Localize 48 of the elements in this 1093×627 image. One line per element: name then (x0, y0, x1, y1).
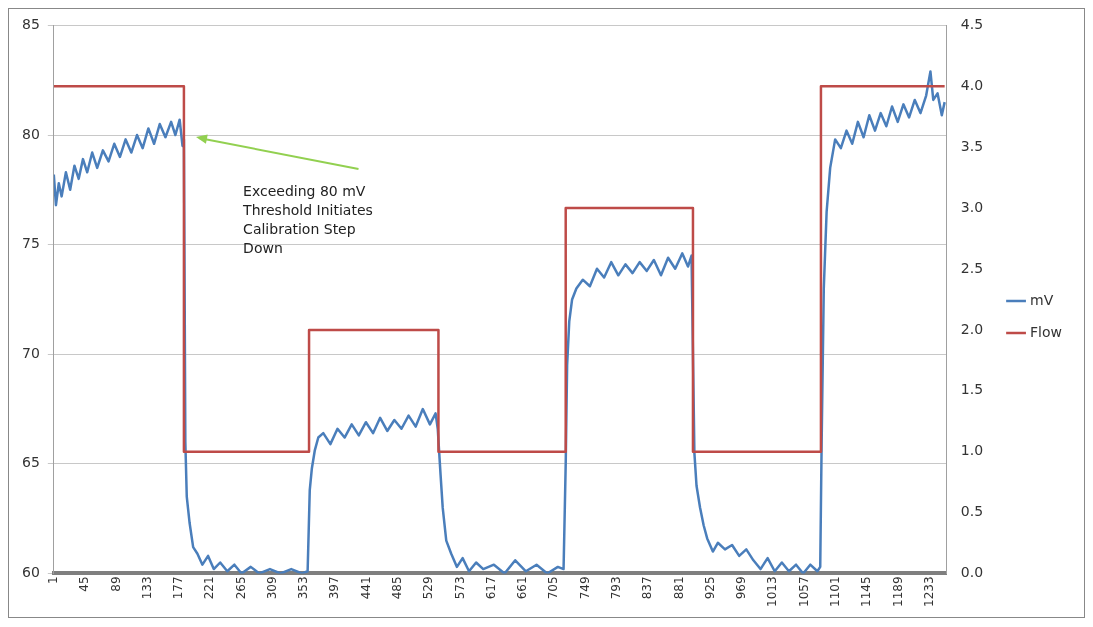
y2-tick-label: 4.0 (960, 76, 984, 93)
legend-label: mV (1030, 291, 1054, 308)
y2-tick-label: 1.5 (960, 381, 984, 398)
y-tick-label: 60 (21, 564, 40, 581)
y2-tick-label: 3.5 (960, 137, 984, 154)
y-tick-label: 65 (21, 454, 40, 471)
x-tick-label: 1057 (796, 576, 811, 608)
y-tick-label: 80 (21, 125, 40, 142)
x-tick-label: 925 (702, 576, 717, 600)
y-tick-label: 70 (21, 344, 40, 361)
x-tick-label: 1101 (827, 576, 842, 608)
x-tick-label: 353 (296, 576, 311, 600)
y2-tick-label: 0.0 (960, 564, 984, 581)
x-tick-label: 881 (671, 576, 686, 600)
x-tick-label: 221 (202, 576, 217, 600)
x-tick-label: 529 (421, 576, 436, 600)
y2-tick-label: 0.5 (960, 503, 984, 520)
y2-tick-label: 2.0 (960, 320, 984, 337)
x-tick-label: 133 (139, 576, 154, 600)
x-tick-label: 573 (452, 576, 467, 600)
x-tick-label: 1013 (765, 576, 780, 608)
x-tick-label: 661 (515, 576, 530, 600)
x-tick-label: 1189 (890, 576, 905, 608)
x-tick-label: 1233 (921, 576, 936, 608)
legend-label: Flow (1030, 323, 1063, 340)
x-tick-label: 309 (264, 576, 279, 600)
x-tick-label: 617 (483, 576, 498, 600)
x-tick-label: 969 (734, 576, 749, 600)
x-tick-label: 1145 (859, 576, 874, 608)
x-tick-label: 837 (640, 576, 655, 600)
y2-tick-label: 2.5 (960, 259, 984, 276)
x-tick-label: 177 (171, 576, 186, 600)
y2-tick-label: 3.0 (960, 198, 984, 215)
x-tick-label: 45 (77, 576, 92, 592)
y2-tick-label: 1.0 (960, 442, 984, 459)
y-tick-label: 75 (21, 235, 40, 252)
x-tick-label: 441 (358, 576, 373, 600)
x-tick-label: 89 (108, 576, 123, 592)
x-tick-label: 265 (233, 576, 248, 600)
y2-tick-label: 4.5 (960, 16, 984, 33)
x-tick-label: 397 (327, 576, 342, 600)
x-tick-label: 485 (390, 576, 405, 600)
annotation: Exceeding 80 mV Threshold Initiates Calibration Step Down (242, 183, 373, 257)
y-tick-label: 85 (21, 16, 40, 33)
x-tick-label: 749 (577, 576, 592, 600)
x-tick-label: 1 (45, 576, 60, 585)
x-tick-label: 705 (546, 576, 561, 600)
x-tick-label: 793 (609, 576, 624, 600)
